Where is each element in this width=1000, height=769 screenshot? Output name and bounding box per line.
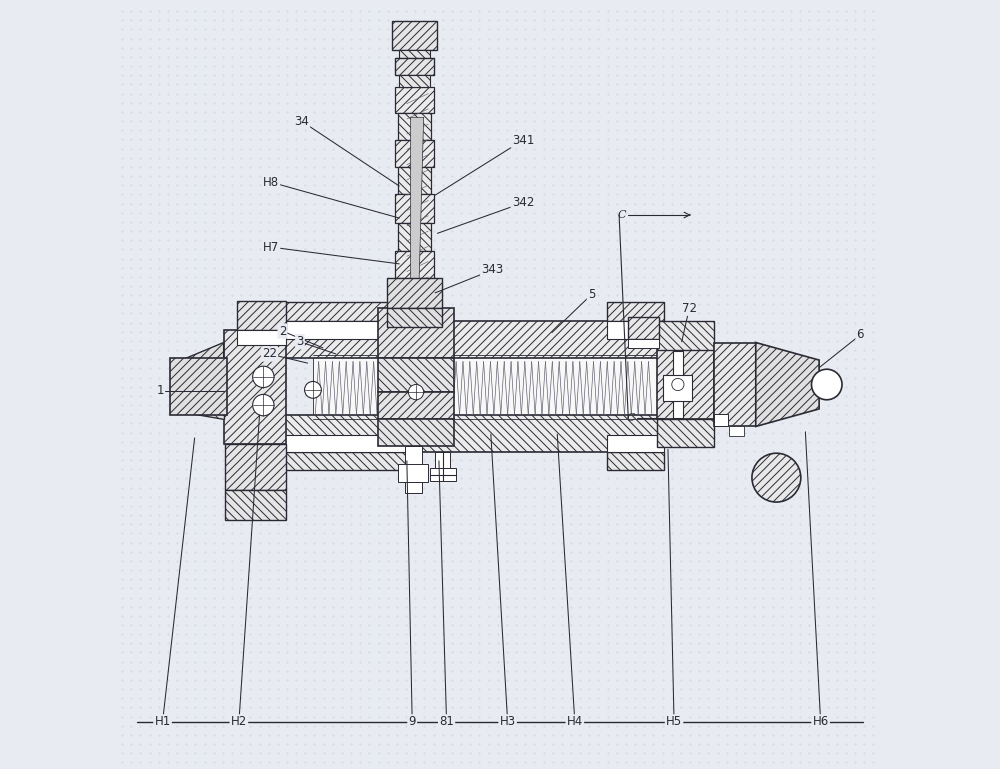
Text: H3: H3 xyxy=(500,715,516,728)
Bar xyxy=(225,490,286,521)
Bar xyxy=(224,330,286,444)
Bar xyxy=(607,435,664,451)
Bar xyxy=(378,308,454,358)
Bar xyxy=(387,278,442,308)
Text: 22: 22 xyxy=(262,348,277,361)
Polygon shape xyxy=(756,342,819,427)
Bar xyxy=(399,50,430,58)
Bar xyxy=(282,321,408,338)
Bar xyxy=(170,358,227,415)
Bar xyxy=(399,75,430,87)
Bar xyxy=(714,342,756,427)
Text: 2: 2 xyxy=(279,325,286,338)
Bar xyxy=(435,451,450,468)
Bar xyxy=(282,435,408,451)
Text: 9: 9 xyxy=(408,715,416,728)
Bar xyxy=(237,330,286,345)
Bar xyxy=(395,87,434,114)
Polygon shape xyxy=(178,381,224,419)
Bar xyxy=(657,321,714,350)
Bar xyxy=(729,427,744,437)
Bar xyxy=(663,375,692,401)
Bar xyxy=(378,358,454,392)
Bar xyxy=(282,415,664,451)
Circle shape xyxy=(752,453,801,502)
Bar xyxy=(628,338,659,348)
Text: H5: H5 xyxy=(666,715,682,728)
Text: 341: 341 xyxy=(512,134,534,147)
Bar xyxy=(395,251,434,278)
Bar xyxy=(607,451,664,470)
Bar xyxy=(607,302,664,321)
Text: 1: 1 xyxy=(157,384,164,397)
Bar xyxy=(378,419,454,445)
Bar xyxy=(398,223,431,251)
Bar xyxy=(398,114,431,140)
Text: 5: 5 xyxy=(588,288,595,301)
Circle shape xyxy=(811,369,842,400)
Bar xyxy=(405,482,422,493)
Bar xyxy=(714,414,728,427)
Text: 342: 342 xyxy=(512,196,534,209)
Bar xyxy=(378,392,454,419)
Bar xyxy=(387,308,442,328)
Polygon shape xyxy=(407,22,430,308)
Bar xyxy=(395,194,434,223)
Bar xyxy=(405,445,422,464)
Bar xyxy=(282,321,664,358)
Bar xyxy=(657,350,714,419)
Bar xyxy=(395,58,434,75)
Bar xyxy=(313,355,657,419)
Bar xyxy=(395,140,434,167)
Bar xyxy=(657,419,714,447)
Bar xyxy=(398,167,431,194)
Text: 34: 34 xyxy=(294,115,309,128)
Text: 72: 72 xyxy=(682,301,697,315)
Text: H1: H1 xyxy=(154,715,171,728)
Circle shape xyxy=(253,394,274,416)
Bar xyxy=(398,464,428,482)
Text: H4: H4 xyxy=(567,715,583,728)
Text: C: C xyxy=(627,413,636,423)
Polygon shape xyxy=(178,342,224,381)
Bar xyxy=(392,21,437,50)
Bar xyxy=(282,302,408,321)
Bar xyxy=(607,321,664,338)
Bar xyxy=(628,318,659,338)
Circle shape xyxy=(672,378,684,391)
Circle shape xyxy=(305,381,321,398)
Text: 6: 6 xyxy=(857,328,864,341)
Polygon shape xyxy=(411,118,424,308)
Bar xyxy=(673,351,683,418)
Bar xyxy=(430,468,456,481)
Circle shape xyxy=(408,384,424,400)
Circle shape xyxy=(253,366,274,388)
Bar xyxy=(225,444,286,490)
Text: H8: H8 xyxy=(263,175,279,188)
Bar xyxy=(237,301,286,330)
Bar xyxy=(282,451,408,470)
Text: H6: H6 xyxy=(813,715,829,728)
Text: C: C xyxy=(618,210,626,220)
Text: 343: 343 xyxy=(481,264,503,277)
Text: 3: 3 xyxy=(296,335,304,348)
Text: 81: 81 xyxy=(439,715,454,728)
Text: H7: H7 xyxy=(263,241,279,254)
Text: H2: H2 xyxy=(231,715,247,728)
